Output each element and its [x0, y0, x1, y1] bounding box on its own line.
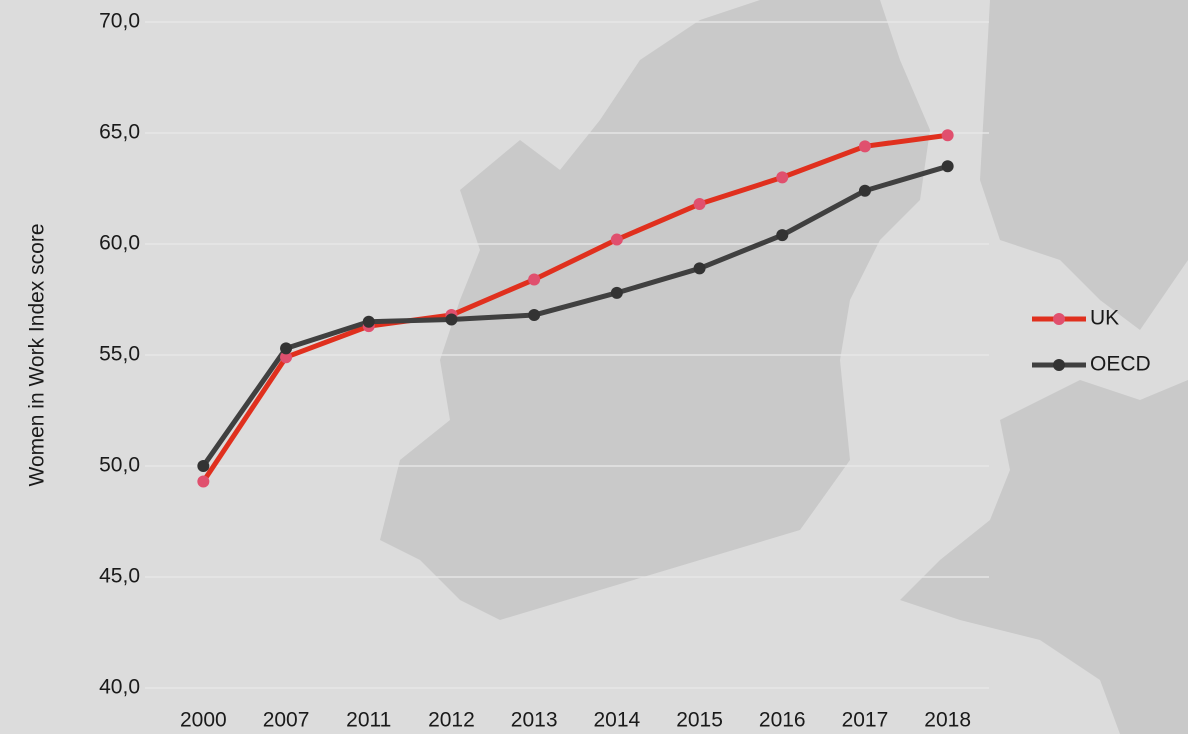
- data-point: [528, 273, 541, 286]
- y-tick-label: 45,0: [99, 565, 140, 588]
- data-point: [610, 233, 623, 246]
- y-axis-label: Women in Work Index score: [26, 224, 49, 487]
- data-point: [280, 351, 293, 364]
- y-tick-label: 40,0: [99, 676, 140, 699]
- x-tick-label: 2014: [593, 709, 640, 732]
- x-tick-label: 2016: [759, 709, 806, 732]
- legend-marker: [1053, 359, 1065, 371]
- series-line: [201, 132, 948, 483]
- legend-label: OECD: [1090, 353, 1151, 376]
- data-point: [693, 198, 706, 211]
- data-point: [776, 171, 789, 184]
- data-point: [445, 313, 458, 326]
- data-point: [858, 140, 871, 153]
- data-point: [197, 460, 210, 472]
- x-tick-label: 2015: [676, 709, 723, 732]
- data-point: [362, 315, 375, 328]
- legend-label: UK: [1090, 307, 1119, 330]
- x-tick-label: 2013: [511, 709, 558, 732]
- data-point: [197, 475, 210, 488]
- data-point: [858, 184, 871, 197]
- x-tick-label: 2012: [428, 709, 475, 732]
- y-tick-label: 70,0: [99, 10, 140, 33]
- y-tick-label: 65,0: [99, 121, 140, 144]
- data-point: [610, 286, 623, 299]
- data-point: [693, 262, 706, 275]
- x-tick-label: 2018: [924, 709, 971, 732]
- data-point: [280, 342, 293, 355]
- y-tick-label: 50,0: [99, 454, 140, 477]
- y-tick-label: 60,0: [99, 232, 140, 255]
- y-tick-label: 55,0: [99, 343, 140, 366]
- background-map: [380, 0, 1188, 734]
- x-tick-label: 2011: [346, 709, 391, 732]
- data-point: [776, 229, 789, 242]
- x-tick-label: 2017: [842, 709, 889, 732]
- data-point: [528, 309, 541, 322]
- legend-marker: [1053, 313, 1065, 325]
- x-tick-label: 2000: [180, 709, 227, 732]
- data-point: [941, 160, 954, 173]
- x-tick-label: 2007: [263, 709, 310, 732]
- series-line: [201, 163, 949, 468]
- data-point: [941, 129, 954, 142]
